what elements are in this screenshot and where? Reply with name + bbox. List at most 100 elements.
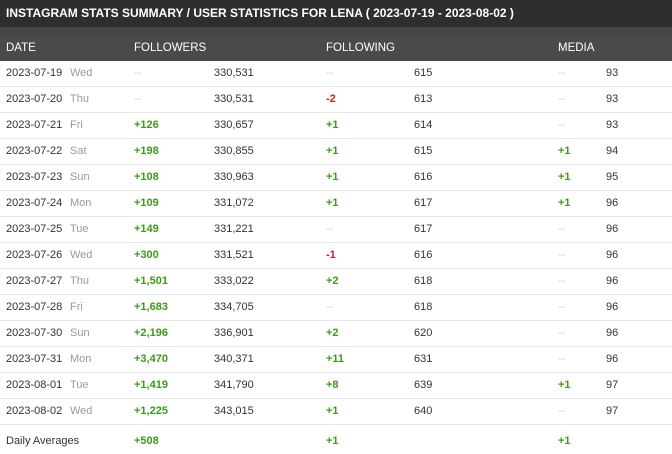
following-count-cell: 640 [414, 405, 433, 417]
table-row: 2023-07-24 Mon +109 331,072 +1 617 +1 96 [0, 191, 672, 217]
media-change-cell: +1 [558, 197, 571, 209]
table-row: 2023-07-25 Tue +149 331,221 -- 617 -- 96 [0, 217, 672, 243]
followers-count-cell: 331,221 [214, 223, 254, 235]
date-cell: 2023-07-30 [6, 327, 63, 339]
date-cell: 2023-07-24 [6, 197, 63, 209]
followers-count-cell: 331,521 [214, 249, 254, 261]
table-header: DATE FOLLOWERS FOLLOWING MEDIA [0, 36, 672, 61]
table-row: 2023-08-01 Tue +1,419 341,790 +8 639 +1 97 [0, 373, 672, 399]
date-cell: 2023-07-25 [6, 223, 63, 235]
media-count-cell: 96 [606, 275, 619, 287]
media-count-cell: 96 [606, 249, 619, 261]
table-row: 2023-07-27 Thu +1,501 333,022 +2 618 -- 96 [0, 269, 672, 295]
media-count-cell: 96 [606, 327, 619, 339]
following-count-cell: 617 [414, 197, 433, 209]
table-row: 2023-07-26 Wed +300 331,521 -1 616 -- 96 [0, 243, 672, 269]
media-count-cell: 96 [606, 223, 619, 235]
following-change-cell: +8 [326, 379, 339, 391]
table-row: 2023-08-02 Wed +1,225 343,015 +1 640 -- 97 [0, 399, 672, 425]
followers-change-cell: -- [134, 67, 142, 79]
following-change-cell: -- [326, 67, 334, 79]
date-cell: 2023-07-28 [6, 301, 63, 313]
media-change-cell: -- [558, 275, 566, 287]
weekday-cell: Wed [70, 249, 93, 261]
date-cell: 2023-08-01 [6, 379, 63, 391]
media-change-cell: +1 [558, 145, 571, 157]
following-count-cell: 618 [414, 301, 433, 313]
followers-change-cell: +300 [134, 249, 159, 261]
followers-change-cell: +1,501 [134, 275, 168, 287]
daily-averages-label: Daily Averages [6, 435, 80, 447]
media-change-cell: -- [558, 223, 566, 235]
media-change-cell: -- [558, 67, 566, 79]
media-count-cell: 97 [606, 379, 619, 391]
following-count-cell: 617 [414, 223, 433, 235]
following-change-cell: -2 [326, 93, 336, 105]
media-change-cell: -- [558, 353, 566, 365]
following-change-cell: +1 [326, 171, 339, 183]
following-count-cell: 618 [414, 275, 433, 287]
weekday-cell: Sat [70, 145, 87, 157]
media-count-cell: 96 [606, 301, 619, 313]
weekday-cell: Fri [70, 119, 83, 131]
header-media: MEDIA [558, 42, 595, 54]
media-count-cell: 94 [606, 145, 619, 157]
weekday-cell: Tue [70, 379, 89, 391]
following-count-cell: 614 [414, 119, 433, 131]
weekday-cell: Tue [70, 223, 89, 235]
following-count-cell: 639 [414, 379, 433, 391]
page-title: INSTAGRAM STATS SUMMARY / USER STATISTIC… [0, 0, 672, 27]
followers-count-cell: 330,531 [214, 93, 254, 105]
following-count-cell: 616 [414, 249, 433, 261]
table-row: 2023-07-30 Sun +2,196 336,901 +2 620 -- 96 [0, 321, 672, 347]
following-change-cell: -- [326, 223, 334, 235]
following-change-cell: +1 [326, 405, 339, 417]
media-count-cell: 93 [606, 119, 619, 131]
followers-count-cell: 330,855 [214, 145, 254, 157]
table-row: 2023-07-21 Fri +126 330,657 +1 614 -- 93 [0, 113, 672, 139]
daily-averages-media: +1 [558, 435, 571, 447]
table-row: 2023-07-28 Fri +1,683 334,705 -- 618 -- 96 [0, 295, 672, 321]
followers-count-cell: 330,657 [214, 119, 254, 131]
weekday-cell: Fri [70, 301, 83, 313]
following-change-cell: +1 [326, 145, 339, 157]
media-count-cell: 93 [606, 67, 619, 79]
media-change-cell: -- [558, 93, 566, 105]
followers-count-cell: 341,790 [214, 379, 254, 391]
daily-averages-following: +1 [326, 435, 339, 447]
followers-count-cell: 331,072 [214, 197, 254, 209]
media-count-cell: 97 [606, 405, 619, 417]
followers-change-cell: +1,419 [134, 379, 168, 391]
date-cell: 2023-07-26 [6, 249, 63, 261]
table-row: 2023-07-19 Wed -- 330,531 -- 615 -- 93 [0, 61, 672, 87]
following-count-cell: 615 [414, 145, 433, 157]
followers-change-cell: +2,196 [134, 327, 168, 339]
followers-count-cell: 336,901 [214, 327, 254, 339]
following-count-cell: 616 [414, 171, 433, 183]
followers-change-cell: +3,470 [134, 353, 168, 365]
date-cell: 2023-08-02 [6, 405, 63, 417]
title-separator [0, 27, 672, 36]
media-count-cell: 93 [606, 93, 619, 105]
following-change-cell: +2 [326, 275, 339, 287]
following-change-cell: +1 [326, 197, 339, 209]
weekday-cell: Mon [70, 353, 92, 365]
weekday-cell: Sun [70, 171, 90, 183]
media-change-cell: -- [558, 119, 566, 131]
following-change-cell: +2 [326, 327, 339, 339]
weekday-cell: Thu [70, 93, 89, 105]
date-cell: 2023-07-23 [6, 171, 63, 183]
stats-table-body: 2023-07-19 Wed -- 330,531 -- 615 -- 93 2023-07-2… [0, 61, 672, 425]
followers-count-cell: 340,371 [214, 353, 254, 365]
date-cell: 2023-07-31 [6, 353, 63, 365]
following-change-cell: -- [326, 301, 334, 313]
following-change-cell: -1 [326, 249, 336, 261]
date-cell: 2023-07-19 [6, 67, 63, 79]
table-row: 2023-07-31 Mon +3,470 340,371 +11 631 -- 96 [0, 347, 672, 373]
followers-count-cell: 343,015 [214, 405, 254, 417]
following-count-cell: 631 [414, 353, 433, 365]
weekday-cell: Wed [70, 405, 93, 417]
table-row: 2023-07-20 Thu -- 330,531 -2 613 -- 93 [0, 87, 672, 113]
media-change-cell: -- [558, 405, 566, 417]
media-change-cell: -- [558, 301, 566, 313]
